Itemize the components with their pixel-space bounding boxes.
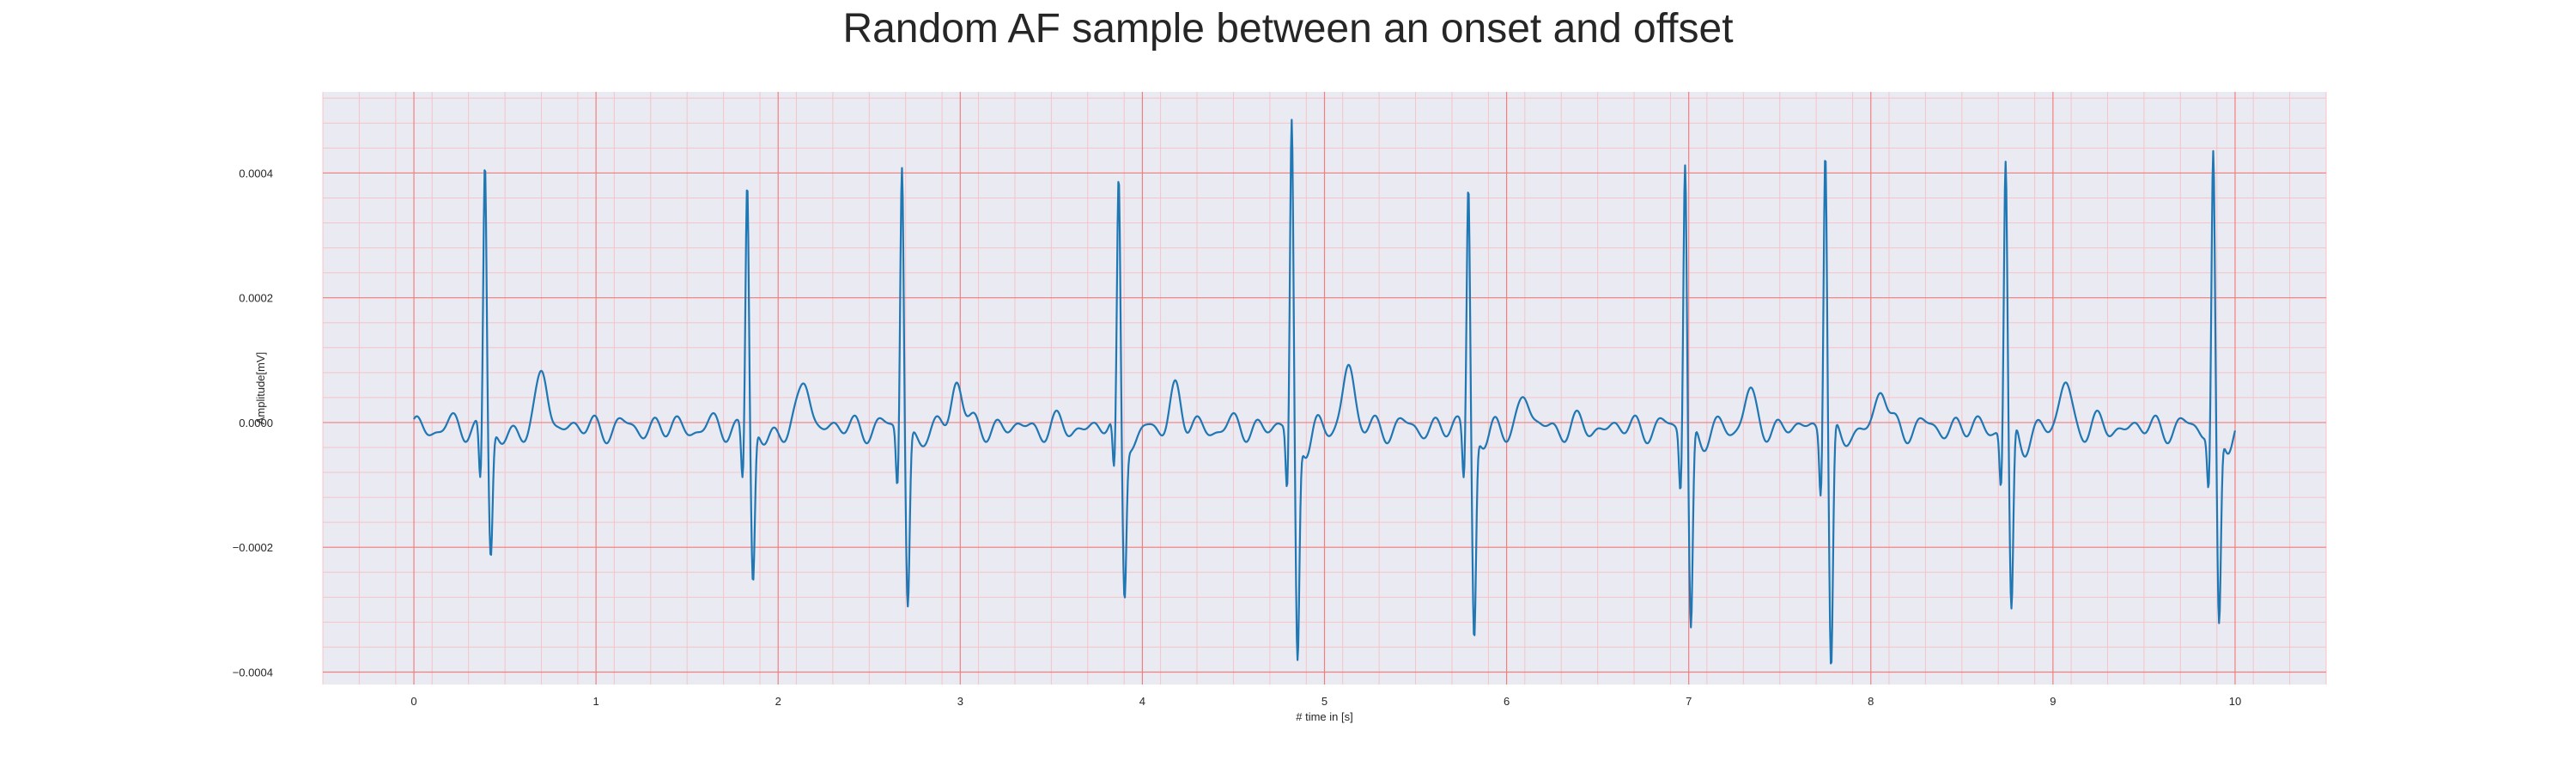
x-tick-label: 8 xyxy=(1868,695,1874,708)
x-tick-label: 3 xyxy=(957,695,963,708)
chart-title: Random AF sample between an onset and of… xyxy=(842,6,1734,52)
x-tick-label: 9 xyxy=(2050,695,2056,708)
y-tick-labels: −0.0004 −0.0002 0.0000 0.0002 0.0004 xyxy=(233,167,273,679)
y-tick-label: 0.0000 xyxy=(239,417,273,429)
x-tick-labels: 0 1 2 3 4 5 6 7 8 9 10 xyxy=(410,695,2241,708)
x-axis-label: # time in [s] xyxy=(1296,710,1352,723)
x-tick-label: 2 xyxy=(775,695,781,708)
x-tick-label: 4 xyxy=(1139,695,1145,708)
y-tick-label: −0.0002 xyxy=(233,541,273,554)
x-tick-label: 7 xyxy=(1686,695,1692,708)
x-tick-label: 5 xyxy=(1321,695,1327,708)
series-layer xyxy=(413,119,2237,665)
x-tick-label: 10 xyxy=(2229,695,2241,708)
y-tick-label: −0.0004 xyxy=(233,666,273,679)
x-tick-label: 0 xyxy=(410,695,416,708)
x-tick-label: 6 xyxy=(1504,695,1510,708)
x-tick-label: 1 xyxy=(593,695,599,708)
y-tick-label: 0.0004 xyxy=(239,167,273,180)
ecg-series-line xyxy=(413,119,2237,665)
y-tick-label: 0.0002 xyxy=(239,292,273,305)
major-grid xyxy=(323,92,2326,685)
y-axis-label: Amplitude[mV] xyxy=(254,352,267,425)
